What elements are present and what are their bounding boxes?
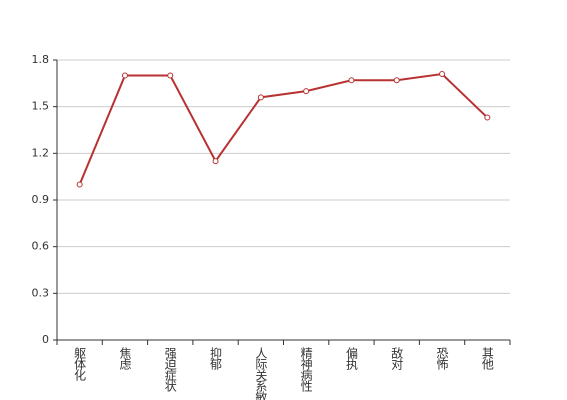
data-point	[348, 77, 355, 84]
x-tick-label: 精神病性	[299, 347, 313, 393]
data-point	[439, 71, 446, 77]
data-point	[212, 158, 219, 165]
x-tick-label: 人际关系敏感	[254, 347, 268, 400]
data-point	[257, 94, 264, 101]
x-tick-label: 恐怖	[435, 347, 449, 370]
x-tick-label: 偏执	[344, 346, 358, 371]
data-point	[484, 114, 491, 121]
data-point	[167, 72, 174, 79]
y-tick-label: 0	[42, 333, 49, 346]
x-tick-label: 焦虑	[118, 347, 132, 370]
data-point	[76, 181, 83, 188]
y-tick-label: 1.2	[32, 146, 50, 159]
x-tick-label: 强迫症状	[163, 347, 177, 392]
y-tick-label: 1.5	[32, 100, 50, 113]
data-point	[121, 72, 128, 79]
x-tick-label: 敌对	[390, 346, 404, 370]
y-tick-label: 1.8	[32, 53, 50, 66]
x-tick-label: 躯体化	[73, 346, 87, 382]
y-tick-label: 0.6	[32, 240, 50, 253]
x-tick-label: 其他	[480, 347, 494, 370]
y-tick-label: 0.3	[32, 286, 50, 299]
data-point	[393, 77, 400, 84]
x-tick-label: 抑郁	[209, 346, 223, 371]
y-tick-label: 0.9	[32, 193, 50, 206]
series-line	[78, 72, 489, 185]
data-point	[303, 88, 310, 95]
